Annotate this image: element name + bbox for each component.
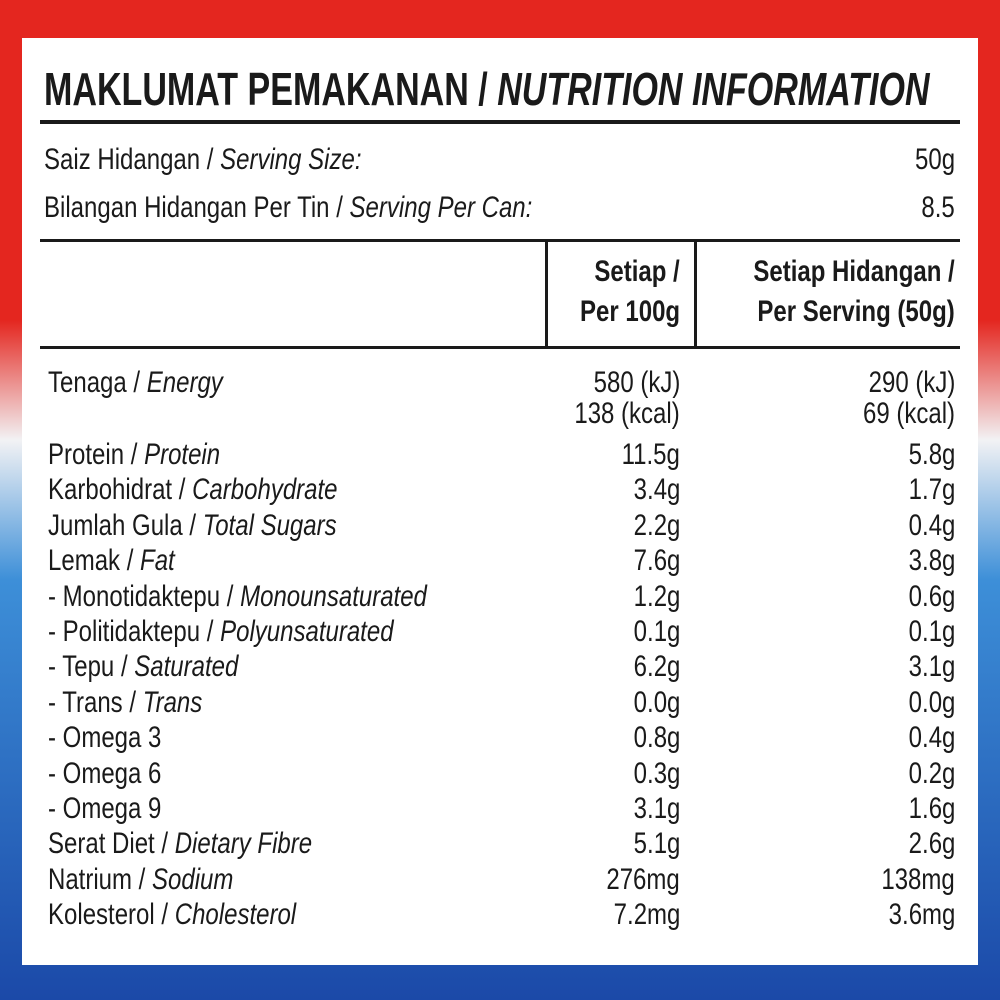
label-malay: - Omega 9 xyxy=(48,792,162,825)
per-serving: 69 (kcal) xyxy=(862,397,955,430)
per-100g: 276mg xyxy=(606,862,680,896)
per-100g: 7.2mg xyxy=(613,898,680,932)
per-serving: 3.8g xyxy=(908,544,955,578)
label: Protein / Protein xyxy=(48,437,220,473)
label-english: Total Sugars xyxy=(202,508,337,542)
per-serving: 0.4g xyxy=(908,721,955,755)
label: - Politidaktepu / Polyunsaturated xyxy=(48,614,394,650)
per-100g: 0.1g xyxy=(633,615,680,648)
per-100g: 3.4g xyxy=(633,473,680,507)
label-english: Fat xyxy=(140,544,175,578)
per-serving: 5.8g xyxy=(908,438,955,471)
serving-value: 50g xyxy=(914,143,955,176)
per-serving: 0.6g xyxy=(908,579,955,613)
column-header: Per Serving (50g) xyxy=(757,295,955,328)
label: Jumlah Gula / Total Sugars xyxy=(48,508,337,544)
column-header: Setiap / xyxy=(594,255,680,288)
label-malay: Lemak / xyxy=(48,544,134,578)
label-english: Carbohydrate xyxy=(192,473,338,507)
label-malay: Jumlah Gula / xyxy=(48,508,197,542)
label-malay: - Tepu / xyxy=(48,650,128,684)
label: Lemak / Fat xyxy=(48,543,175,579)
label-malay: - Omega 3 xyxy=(48,721,162,755)
label: - Trans / Trans xyxy=(48,685,202,721)
label-malay: Kolesterol / xyxy=(48,898,169,932)
label-malay: Tenaga / xyxy=(48,366,141,399)
label-english: Sodium xyxy=(152,862,234,896)
label: Bilangan Hidangan Per Tin / Serving Per … xyxy=(44,190,532,226)
label-english: Polyunsaturated xyxy=(220,615,394,648)
per-100g: 1.2g xyxy=(633,579,680,613)
label-malay: - Omega 6 xyxy=(48,756,162,790)
per-100g: 5.1g xyxy=(633,827,680,861)
label: - Omega 3 xyxy=(48,720,161,756)
serving-value: 8.5 xyxy=(921,191,955,224)
label: Kolesterol / Cholesterol xyxy=(48,897,296,933)
label-malay: - Trans / xyxy=(48,685,137,719)
label-malay: Protein / xyxy=(48,438,138,471)
column-header: Setiap Hidangan / xyxy=(753,255,955,288)
rule xyxy=(40,346,960,349)
per-100g: 6.2g xyxy=(633,650,680,684)
label: Tenaga / Energy xyxy=(48,365,223,401)
per-serving: 290 (kJ) xyxy=(868,366,955,399)
label-english: Serving Size: xyxy=(220,143,362,176)
per-100g: 7.6g xyxy=(633,544,680,578)
per-serving: 0.1g xyxy=(908,615,955,648)
per-serving: 3.6mg xyxy=(888,898,955,932)
label: Natrium / Sodium xyxy=(48,862,233,898)
per-serving: 1.6g xyxy=(908,792,955,825)
label: - Omega 6 xyxy=(48,756,161,792)
label: - Monotidaktepu / Monounsaturated xyxy=(48,579,427,615)
label-english: Trans xyxy=(142,685,203,719)
label-malay: Karbohidrat / xyxy=(48,473,186,507)
per-serving: 0.4g xyxy=(908,508,955,542)
label-english: Cholesterol xyxy=(174,898,297,932)
label-english: Energy xyxy=(146,366,223,399)
per-100g: 11.5g xyxy=(621,438,680,471)
rule xyxy=(40,120,960,124)
per-100g: 580 (kJ) xyxy=(593,366,680,399)
per-100g: 3.1g xyxy=(633,792,680,825)
label: Saiz Hidangan / Serving Size: xyxy=(44,142,362,178)
per-serving: 2.6g xyxy=(908,827,955,861)
label-english: Monounsaturated xyxy=(240,579,427,613)
title: MAKLUMAT PEMAKANAN / NUTRITION INFORMATI… xyxy=(44,62,930,116)
panel xyxy=(22,38,978,965)
per-100g: 0.8g xyxy=(633,721,680,755)
label-malay: Bilangan Hidangan Per Tin / xyxy=(44,191,343,224)
per-100g: 138 (kcal) xyxy=(574,397,680,430)
label: Serat Diet / Dietary Fibre xyxy=(48,826,312,862)
per-100g: 0.0g xyxy=(633,685,680,719)
label-english: Dietary Fibre xyxy=(174,827,313,861)
rule xyxy=(694,242,697,346)
per-serving: 0.0g xyxy=(908,685,955,719)
label: Karbohidrat / Carbohydrate xyxy=(48,472,338,508)
rule xyxy=(545,242,548,346)
column-header: Per 100g xyxy=(579,295,680,328)
label-malay: - Politidaktepu / xyxy=(48,615,214,648)
per-100g: 2.2g xyxy=(633,508,680,542)
rule xyxy=(40,239,960,242)
per-serving: 1.7g xyxy=(908,473,955,507)
label-malay: Natrium / xyxy=(48,862,146,896)
label-malay: Serat Diet / xyxy=(48,827,169,861)
label-english: Protein xyxy=(144,438,221,471)
label: - Tepu / Saturated xyxy=(48,649,238,685)
label: - Omega 9 xyxy=(48,791,161,827)
per-serving: 3.1g xyxy=(908,650,955,684)
title-malay: MAKLUMAT PEMAKANAN / xyxy=(44,63,488,115)
label-malay: Saiz Hidangan / xyxy=(44,143,214,176)
per-100g: 0.3g xyxy=(633,756,680,790)
per-serving: 138mg xyxy=(881,862,955,896)
label-english: Saturated xyxy=(134,650,239,684)
label-malay: - Monotidaktepu / xyxy=(48,579,234,613)
per-serving: 0.2g xyxy=(908,756,955,790)
title-english: NUTRITION INFORMATION xyxy=(497,63,930,115)
label-english: Serving Per Can: xyxy=(349,191,533,224)
